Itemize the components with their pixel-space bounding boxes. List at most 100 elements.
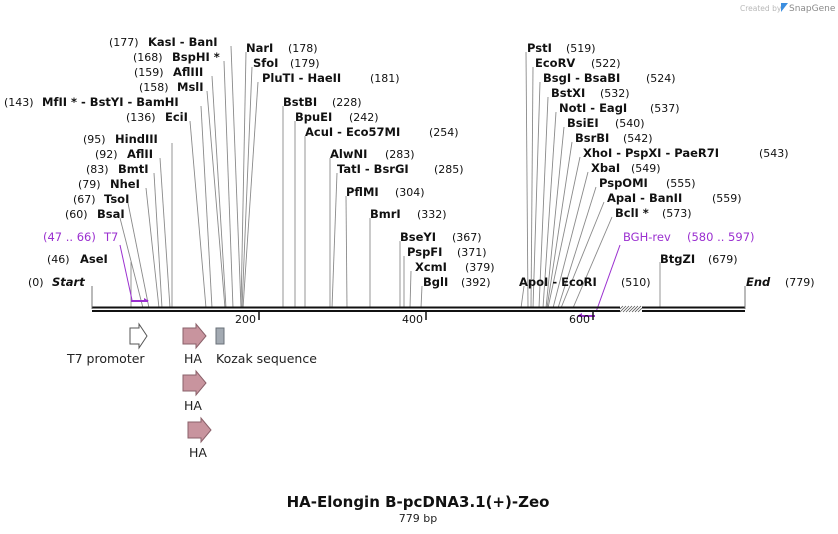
site-pos: (181) — [370, 72, 400, 85]
primer-bgh-rev[interactable] — [577, 244, 621, 317]
feature-label: HA — [184, 351, 202, 366]
site-label[interactable]: AlwNI — [330, 147, 367, 161]
site-label[interactable]: PluTI - HaeII — [262, 71, 341, 85]
site-pos: (510) — [621, 276, 651, 289]
site-label[interactable]: BstBI — [283, 95, 317, 109]
site-pos: (379) — [465, 261, 495, 274]
site-label[interactable]: PspOMI — [599, 176, 648, 190]
start-label: Start — [52, 275, 85, 289]
site-label[interactable]: AflIII — [173, 65, 203, 79]
map-length: 779 bp — [399, 512, 437, 525]
site-pos: (285) — [434, 163, 464, 176]
site-label[interactable]: PstI — [527, 41, 552, 55]
ruler-label-200: 200 — [235, 313, 256, 326]
site-pos: (242) — [349, 111, 379, 124]
site-label[interactable]: BclI * — [615, 206, 649, 220]
site-pos: (83) — [86, 163, 109, 176]
site-pos: (143) — [4, 96, 34, 109]
site-pos: (524) — [646, 72, 676, 85]
site-label[interactable]: BmrI — [370, 207, 401, 221]
site-pos: (392) — [461, 276, 491, 289]
site-label[interactable]: EciI — [165, 110, 188, 124]
site-pos: (159) — [134, 66, 164, 79]
site-label[interactable]: NarI — [246, 41, 273, 55]
site-label[interactable]: BsgI - BsaBI — [543, 71, 620, 85]
site-pos: (95) — [83, 133, 106, 146]
end-position: (779) — [785, 276, 815, 289]
site-label[interactable]: PflMI — [346, 185, 379, 199]
watermark-created-by: Created by — [740, 4, 782, 13]
site-label[interactable]: BsaI — [97, 207, 125, 221]
site-pos: (46) — [47, 253, 70, 266]
site-pos: (158) — [139, 81, 169, 94]
primer-t7-range: (47 .. 66) — [43, 230, 96, 244]
site-pos: (179) — [290, 57, 320, 70]
feature-label: HA — [184, 398, 202, 413]
site-pos: (543) — [759, 147, 789, 160]
ruler-label-600: 600 — [569, 313, 590, 326]
site-pos: (537) — [650, 102, 680, 115]
site-pos: (540) — [615, 117, 645, 130]
site-label[interactable]: XhoI - PspXI - PaeR7I — [583, 146, 719, 160]
site-pos: (79) — [78, 178, 101, 191]
primer-bgh-rev-range: (580 .. 597) — [687, 230, 755, 244]
site-label[interactable]: KasI - BanI — [148, 35, 218, 49]
site-label[interactable]: BtgZI — [660, 252, 695, 266]
site-label[interactable]: MslI — [177, 80, 204, 94]
site-label[interactable]: XcmI — [415, 260, 447, 274]
site-label[interactable]: AflII — [127, 147, 153, 161]
site-label[interactable]: XbaI — [591, 161, 620, 175]
site-label[interactable]: AseI — [80, 252, 108, 266]
site-label[interactable]: BglI — [423, 275, 448, 289]
site-label[interactable]: BstXI — [551, 86, 585, 100]
site-label[interactable]: BsrBI — [575, 131, 609, 145]
middle-site-labels: NarI (178) SfoI (179) PluTI - HaeII (181… — [246, 41, 495, 289]
site-label[interactable]: BpuEI — [295, 110, 332, 124]
site-label[interactable]: ApoI - EcoRI — [519, 275, 597, 289]
site-label[interactable]: BspHI * — [172, 50, 220, 64]
feature-kozak-sequence[interactable]: Kozak sequence — [215, 327, 317, 366]
feature-t7-promoter[interactable]: T7 promoter — [66, 322, 148, 366]
end-label: End — [746, 275, 771, 289]
site-pos: (367) — [452, 231, 482, 244]
site-pos: (549) — [631, 162, 661, 175]
backbone-gap-hatch — [619, 305, 643, 313]
backbone-gap — [620, 306, 642, 312]
site-pos: (168) — [133, 51, 163, 64]
site-label[interactable]: AcuI - Eco57MI — [305, 125, 400, 139]
dna-backbone — [91, 286, 746, 313]
site-pos: (178) — [288, 42, 318, 55]
primer-bgh-rev-label[interactable]: BGH-rev — [623, 230, 671, 244]
site-pos: (371) — [457, 246, 487, 259]
snapgene-logo-icon — [781, 3, 788, 12]
ruler-label-400: 400 — [402, 313, 423, 326]
site-label[interactable]: BmtI — [118, 162, 149, 176]
feature-ha-2[interactable]: HA — [182, 369, 207, 413]
site-pos: (532) — [600, 87, 630, 100]
site-label[interactable]: NotI - EagI — [559, 101, 627, 115]
ruler: 200 400 600 — [235, 312, 594, 326]
site-label[interactable]: TsoI — [104, 192, 129, 206]
site-pos: (559) — [712, 192, 742, 205]
site-pos: (519) — [566, 42, 596, 55]
site-label[interactable]: EcoRV — [535, 56, 575, 70]
site-pos: (254) — [429, 126, 459, 139]
site-label[interactable]: PspFI — [407, 245, 442, 259]
site-label[interactable]: MfII * - BstYI - BamHI — [42, 95, 179, 109]
primer-t7-label[interactable]: T7 — [103, 230, 118, 244]
site-label[interactable]: HindIII — [115, 132, 158, 146]
feature-ha-1[interactable]: HA — [182, 322, 207, 366]
site-label[interactable]: BseYI — [400, 230, 436, 244]
site-pos: (573) — [662, 207, 692, 220]
watermark-brand: SnapGene — [789, 4, 836, 14]
site-label[interactable]: ApaI - BanII — [607, 191, 682, 205]
primer-t7[interactable] — [119, 244, 149, 302]
site-label[interactable]: NheI — [110, 177, 140, 191]
site-pos: (283) — [385, 148, 415, 161]
site-label[interactable]: TatI - BsrGI — [337, 162, 409, 176]
site-label[interactable]: SfoI — [253, 56, 278, 70]
snapgene-watermark: Created by SnapGene — [740, 3, 836, 14]
site-label[interactable]: BsiEI — [567, 116, 599, 130]
feature-ha-3[interactable]: HA — [187, 416, 212, 460]
